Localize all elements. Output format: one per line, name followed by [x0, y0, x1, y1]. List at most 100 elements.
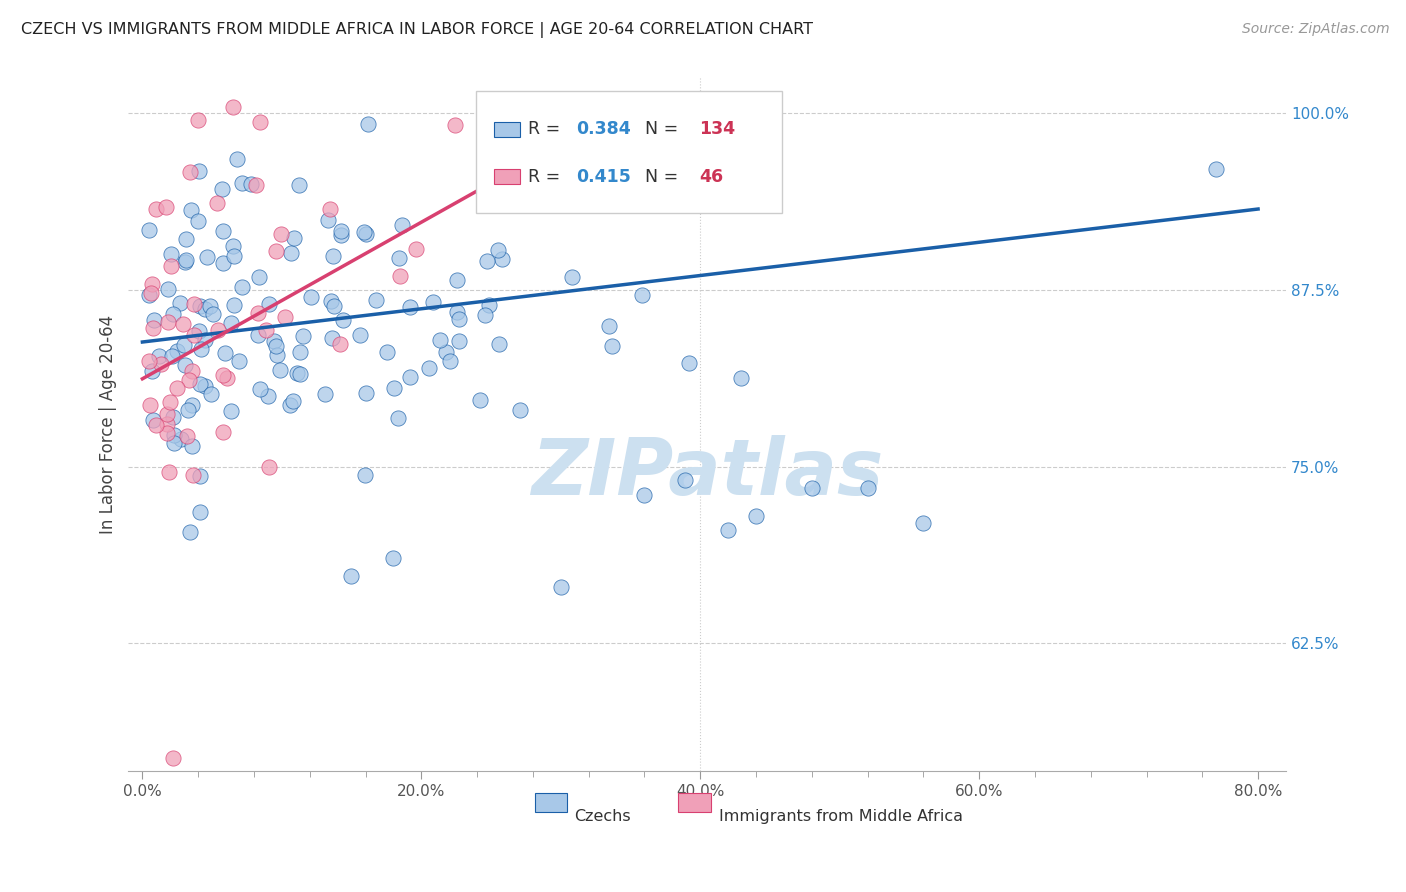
Point	[202, 307, 225, 321]
FancyBboxPatch shape	[534, 793, 567, 812]
Point	[434, 345, 457, 359]
Point	[219, 316, 242, 330]
Point	[194, 301, 217, 316]
Point	[142, 320, 165, 334]
Text: ZIPatlas: ZIPatlas	[531, 434, 883, 510]
Point	[222, 298, 245, 312]
Point	[148, 349, 170, 363]
Point	[215, 371, 238, 385]
Point	[561, 269, 583, 284]
Text: Immigrants from Middle Africa: Immigrants from Middle Africa	[718, 809, 963, 824]
Point	[388, 268, 411, 283]
Point	[269, 363, 291, 377]
Point	[329, 336, 352, 351]
Text: N =: N =	[634, 120, 685, 138]
Point	[339, 569, 361, 583]
Point	[266, 347, 288, 361]
Point	[228, 353, 250, 368]
Point	[254, 323, 277, 337]
Point	[329, 227, 352, 242]
Point	[405, 242, 427, 256]
Text: Czechs: Czechs	[574, 809, 631, 824]
Point	[174, 232, 197, 246]
Point	[179, 165, 201, 179]
Point	[163, 428, 186, 442]
Point	[139, 398, 162, 412]
Point	[630, 287, 652, 301]
Point	[330, 224, 353, 238]
FancyBboxPatch shape	[495, 169, 520, 185]
FancyBboxPatch shape	[495, 122, 520, 137]
Point	[354, 385, 377, 400]
Point	[188, 164, 211, 178]
Point	[166, 344, 188, 359]
Point	[212, 368, 235, 382]
Point	[225, 153, 247, 167]
Point	[163, 436, 186, 450]
Point	[509, 402, 531, 417]
Point	[422, 294, 444, 309]
Point	[278, 398, 301, 412]
Point	[387, 410, 409, 425]
Point	[181, 468, 204, 483]
Point	[314, 387, 336, 401]
Point	[446, 304, 468, 318]
Point	[257, 389, 280, 403]
Point	[717, 523, 740, 537]
Point	[399, 300, 422, 314]
Point	[162, 751, 184, 765]
Point	[375, 345, 398, 359]
Point	[418, 360, 440, 375]
Point	[240, 177, 263, 191]
Point	[673, 473, 696, 487]
Point	[139, 285, 162, 300]
Point	[222, 249, 245, 263]
Point	[177, 403, 200, 417]
Point	[247, 328, 270, 343]
Point	[155, 201, 177, 215]
Point	[505, 166, 527, 180]
Point	[138, 223, 160, 237]
Point	[281, 394, 304, 409]
Point	[222, 239, 245, 253]
Point	[299, 290, 322, 304]
Point	[156, 282, 179, 296]
Point	[357, 117, 380, 131]
Point	[439, 353, 461, 368]
Point	[270, 227, 292, 241]
Y-axis label: In Labor Force | Age 20-64: In Labor Force | Age 20-64	[100, 315, 117, 533]
Point	[207, 196, 229, 211]
Point	[332, 312, 354, 326]
Point	[247, 270, 270, 285]
Point	[287, 178, 309, 192]
Point	[470, 393, 492, 408]
Point	[285, 366, 308, 380]
Point	[477, 253, 499, 268]
Point	[179, 524, 201, 539]
Point	[321, 294, 343, 309]
Point	[156, 315, 179, 329]
Point	[214, 346, 236, 360]
Point	[447, 334, 470, 348]
Point	[678, 356, 700, 370]
Point	[249, 382, 271, 396]
Point	[207, 323, 229, 337]
Point	[730, 371, 752, 385]
Point	[172, 317, 194, 331]
Point	[160, 247, 183, 261]
Point	[349, 328, 371, 343]
Point	[488, 336, 510, 351]
Point	[323, 299, 346, 313]
Point	[264, 244, 287, 258]
Point	[183, 297, 205, 311]
Point	[188, 299, 211, 313]
Point	[1205, 162, 1227, 177]
Point	[195, 250, 218, 264]
FancyBboxPatch shape	[678, 793, 710, 812]
Point	[157, 465, 180, 479]
Point	[150, 357, 173, 371]
Point	[174, 255, 197, 269]
Point	[174, 358, 197, 372]
Point	[194, 333, 217, 347]
Point	[288, 344, 311, 359]
